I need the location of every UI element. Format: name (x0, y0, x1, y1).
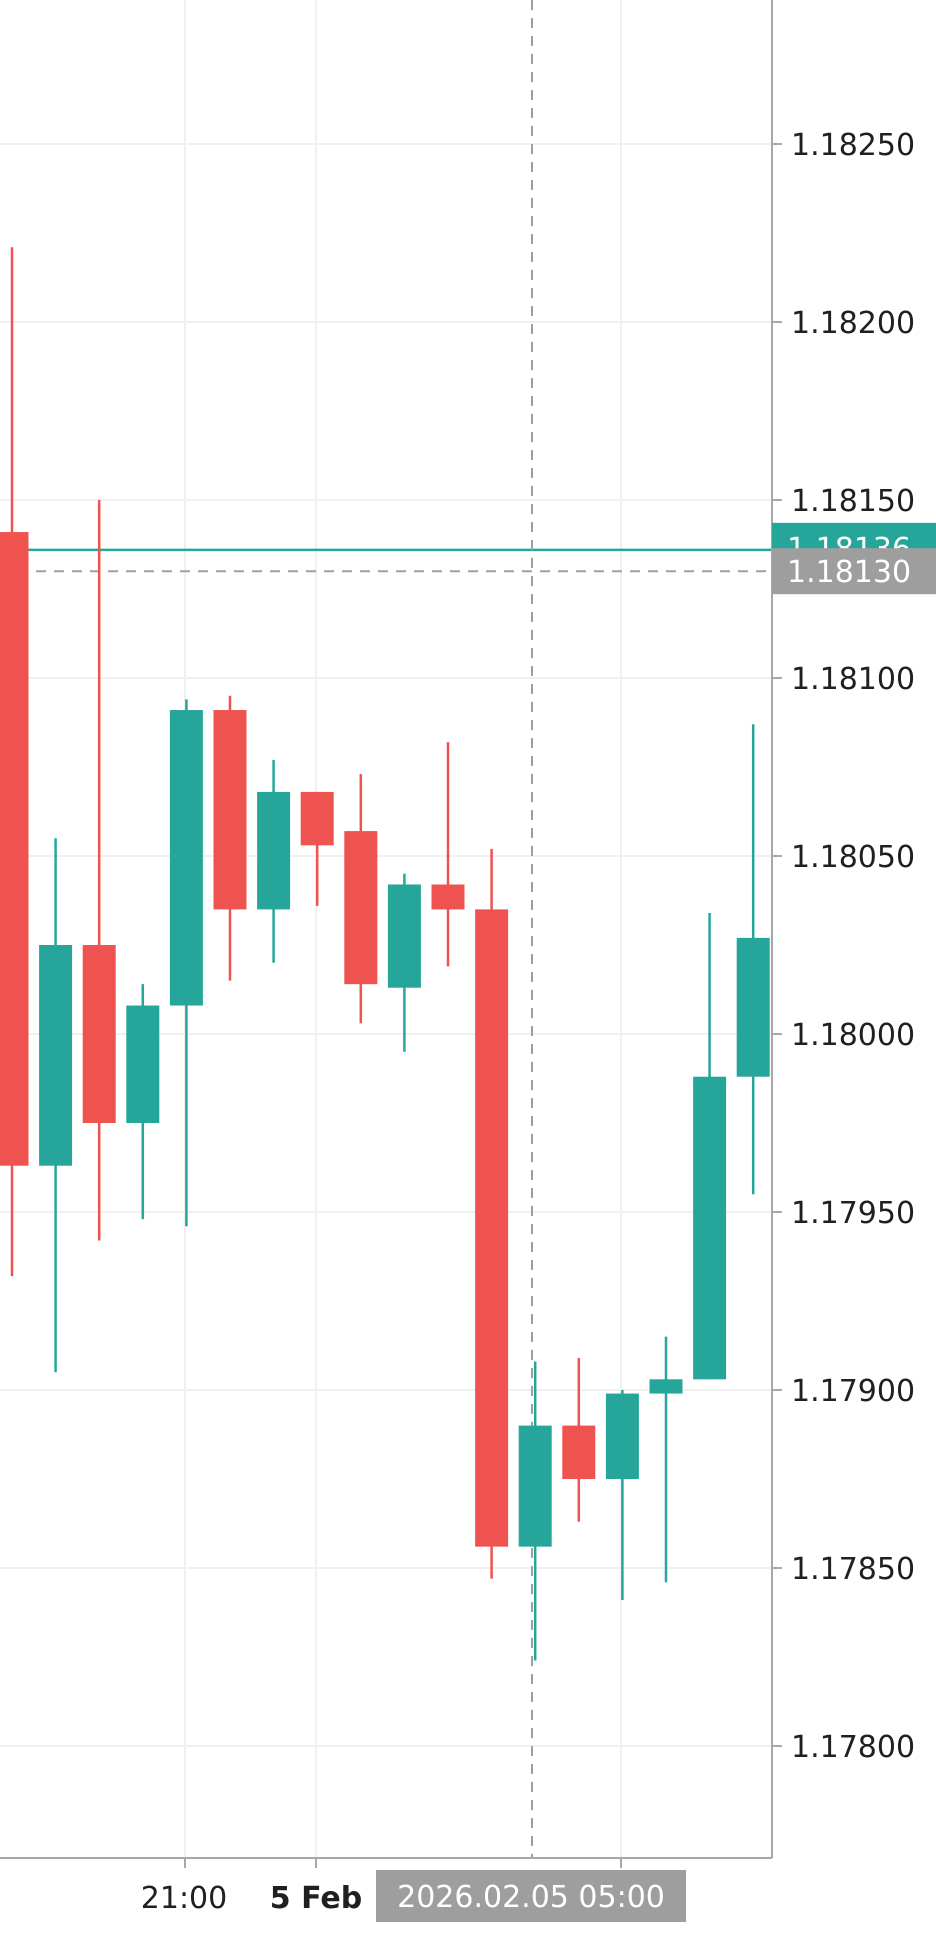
candle-body (431, 884, 465, 910)
candle-body (693, 1076, 727, 1380)
crosshair-time-badge (376, 1870, 686, 1922)
y-tick-label: 1.17950 (791, 1196, 915, 1231)
y-tick-label: 1.18100 (791, 662, 915, 697)
y-tick-label: 1.18050 (791, 840, 915, 875)
candle-body (387, 884, 421, 988)
candle-bearish[interactable] (82, 500, 116, 1241)
candle-bearish[interactable] (300, 791, 334, 906)
grid-lines (0, 0, 772, 1858)
x-tick-label: 5 Feb (270, 1881, 362, 1916)
candle-body (0, 532, 29, 1166)
candle-bearish[interactable] (0, 247, 29, 1277)
y-tick-label: 1.18150 (791, 484, 915, 519)
candle-bearish[interactable] (344, 774, 378, 1024)
candle-bearish[interactable] (562, 1357, 596, 1522)
crosshair (0, 0, 772, 1858)
y-tick-label: 1.17900 (791, 1374, 915, 1409)
y-tick-label: 1.18000 (791, 1018, 915, 1053)
candle-body (562, 1425, 596, 1479)
candle-bullish[interactable] (39, 838, 73, 1373)
candle-bullish[interactable] (387, 873, 421, 1052)
candle-bullish[interactable] (257, 759, 291, 963)
candle-body (344, 831, 378, 985)
candle-body (475, 909, 509, 1547)
candle-body (257, 791, 291, 910)
candle-bearish[interactable] (475, 848, 509, 1579)
axis-labels: 1.18250 1.18200 1.18150 1.18100 1.18050 1.180… (141, 128, 936, 1922)
candle-bullish[interactable] (169, 699, 203, 1227)
y-tick-label: 1.18200 (791, 306, 915, 341)
candle-body (300, 791, 334, 846)
candle-bullish[interactable] (126, 984, 160, 1220)
candle-bearish[interactable] (213, 695, 247, 981)
candle-body (82, 945, 116, 1123)
y-tick-label: 1.18250 (791, 128, 915, 163)
candle-body (213, 710, 247, 910)
y-tick-label: 1.17800 (791, 1730, 915, 1765)
crosshair-price-label: 1.18130 (787, 555, 911, 590)
candle-body (518, 1425, 552, 1547)
candle-body (39, 945, 73, 1166)
candle-bullish[interactable] (518, 1361, 552, 1661)
candles[interactable] (0, 247, 770, 1661)
candle-body (649, 1379, 683, 1394)
candle-body (736, 937, 770, 1077)
candle-bearish[interactable] (431, 742, 465, 967)
x-tick-label: 21:00 (141, 1881, 227, 1916)
candle-body (126, 1005, 160, 1123)
candle-bullish[interactable] (693, 912, 727, 1380)
candle-body (169, 710, 203, 1006)
candle-body (605, 1393, 639, 1479)
crosshair-time-label: 2026.02.05 05:00 (397, 1880, 665, 1915)
candle-bullish[interactable] (736, 724, 770, 1195)
y-tick-label: 1.17850 (791, 1552, 915, 1587)
axes (0, 0, 782, 1868)
candle-bullish[interactable] (649, 1336, 683, 1583)
candle-bullish[interactable] (605, 1390, 639, 1601)
crosshair-price-badge (772, 548, 936, 595)
